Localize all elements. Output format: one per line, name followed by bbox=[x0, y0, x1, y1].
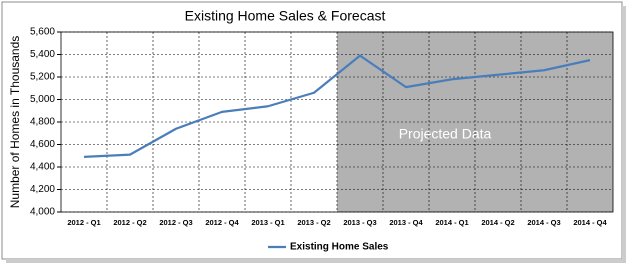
y-tick-label: 4,200 bbox=[30, 184, 55, 195]
legend-label: Existing Home Sales bbox=[290, 242, 389, 253]
series-line bbox=[83, 54, 591, 158]
y-tick-label: 4,400 bbox=[30, 162, 55, 173]
x-tick-label: 2014 - Q3 bbox=[527, 218, 560, 227]
frame-shadow bbox=[622, 6, 626, 262]
x-tick-label: 2012 - Q3 bbox=[159, 218, 192, 227]
y-tick-label: 4,600 bbox=[30, 139, 55, 150]
x-tick-label: 2014 - Q1 bbox=[435, 218, 468, 227]
y-tick-label: 4,000 bbox=[30, 207, 55, 218]
x-tick-label: 2013 - Q1 bbox=[251, 218, 284, 227]
x-tick-label: 2014 - Q2 bbox=[481, 218, 514, 227]
y-tick-label: 5,400 bbox=[30, 49, 55, 60]
x-tick-label: 2012 - Q2 bbox=[113, 218, 146, 227]
x-tick-label: 2013 - Q3 bbox=[343, 218, 376, 227]
y-axis-label: Number of Homes in Thousands bbox=[8, 36, 22, 209]
chart-title: Existing Home Sales & Forecast bbox=[185, 8, 386, 24]
frame-shadow bbox=[6, 259, 626, 263]
plot-border bbox=[60, 31, 614, 213]
y-tick-label: 5,000 bbox=[30, 94, 55, 105]
y-tick-label: 5,200 bbox=[30, 72, 55, 83]
y-tick-label: 5,600 bbox=[30, 27, 55, 38]
x-tick-label: 2012 - Q4 bbox=[205, 218, 239, 227]
x-tick-label: 2012 - Q1 bbox=[67, 218, 100, 227]
plot-area: Projected Data 4,000 4,200 4,400 4,600 4,800 5… bbox=[30, 27, 614, 227]
x-tick-label: 2013 - Q4 bbox=[389, 218, 423, 227]
annotation: Projected Data bbox=[399, 126, 492, 142]
x-tick-label: 2014 - Q4 bbox=[573, 218, 607, 227]
y-tick-label: 4,800 bbox=[30, 117, 55, 128]
x-tick-label: 2013 - Q2 bbox=[297, 218, 330, 227]
